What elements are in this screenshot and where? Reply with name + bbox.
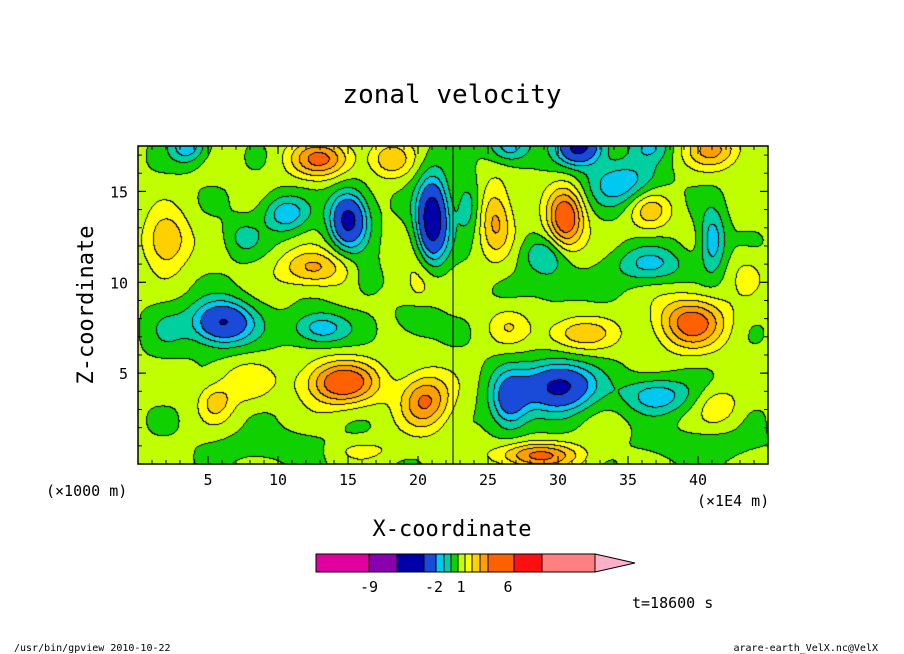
colorbar-swatch	[368, 553, 398, 573]
colorbar-swatch	[471, 553, 481, 573]
y-tick-label: 15	[110, 183, 128, 201]
x-tick-label: 5	[203, 471, 212, 489]
colorbar-tick-label: 1	[456, 578, 465, 596]
x-scale-label: (×1E4 m)	[697, 492, 769, 510]
colorbar-swatch	[396, 553, 425, 573]
colorbar-swatch	[457, 553, 466, 573]
y-scale-label: (×1000 m)	[46, 482, 127, 500]
colorbar-tick-label: -2	[425, 578, 443, 596]
y-axis-label: Z-coordinate	[74, 226, 99, 385]
footer-right: arare-earth_VelX.nc@VelX	[734, 643, 879, 654]
colorbar-swatch	[513, 553, 543, 573]
colorbar-swatch	[450, 553, 459, 573]
y-tick-label: 5	[119, 365, 128, 383]
footer-left: /usr/bin/gpview 2010-10-22	[14, 643, 171, 654]
plot-frame	[137, 145, 769, 465]
colorbar-swatch	[423, 553, 437, 573]
y-axis-ticks: 5 10 15	[110, 154, 768, 447]
x-tick-label: 40	[689, 471, 707, 489]
time-label: t=18600 s	[632, 594, 713, 612]
colorbar-swatch	[315, 553, 370, 573]
colorbar-arrow	[594, 553, 636, 573]
colorbar-tick-label: 6	[503, 578, 512, 596]
x-tick-label: 15	[339, 471, 357, 489]
x-tick-label: 10	[269, 471, 287, 489]
colorbar-swatch	[541, 553, 596, 573]
colorbar-tick-label: -9	[360, 578, 378, 596]
plot-area	[138, 146, 768, 464]
x-tick-label: 25	[479, 471, 497, 489]
colorbar-swatch	[464, 553, 473, 573]
x-tick-label: 30	[549, 471, 567, 489]
colorbar-swatch	[487, 553, 515, 573]
x-axis-ticks: 5 10 15 20 25 30 35 40	[151, 146, 755, 489]
colorbar: -9 -2 1 6	[315, 553, 636, 596]
colorbar-swatch	[443, 553, 452, 573]
colorbar-swatch	[479, 553, 489, 573]
x-tick-label: 35	[619, 471, 637, 489]
colorbar-swatch	[435, 553, 445, 573]
x-axis-label: X-coordinate	[373, 517, 532, 542]
chart-title: zonal velocity	[342, 80, 561, 110]
y-tick-label: 10	[110, 274, 128, 292]
x-tick-label: 20	[409, 471, 427, 489]
